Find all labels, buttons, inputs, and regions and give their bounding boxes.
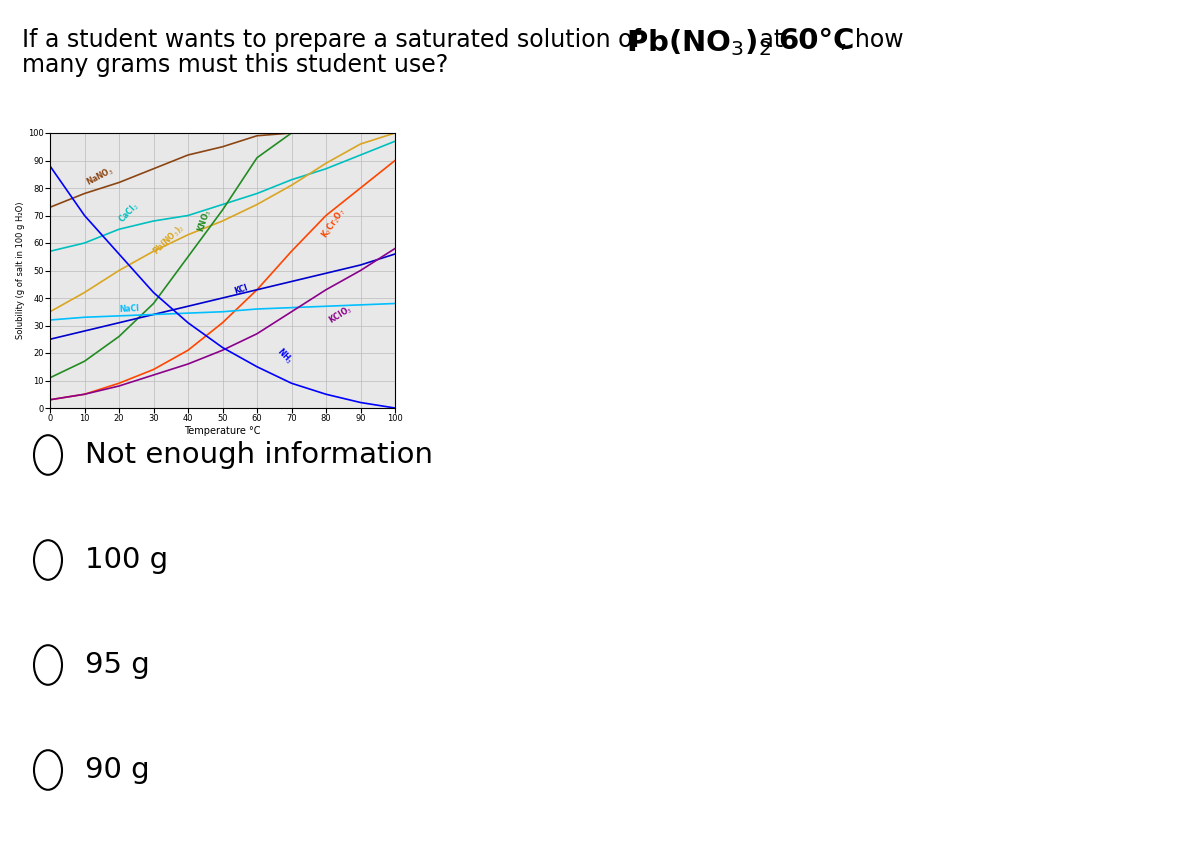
Text: NaNO$_3$: NaNO$_3$ [84,165,116,189]
Text: KClO$_3$: KClO$_3$ [326,302,354,327]
Text: If a student wants to prepare a saturated solution of: If a student wants to prepare a saturate… [22,28,648,52]
Text: Pb(NO$_3$)$_2$: Pb(NO$_3$)$_2$ [150,222,187,258]
Text: 90 g: 90 g [85,756,150,784]
X-axis label: Temperature °C: Temperature °C [185,426,260,436]
Text: KCl: KCl [233,284,248,296]
Text: Pb(NO$_3$)$_2$: Pb(NO$_3$)$_2$ [626,27,772,58]
Text: 95 g: 95 g [85,651,150,679]
Text: Not enough information: Not enough information [85,441,433,469]
Text: KNO$_3$: KNO$_3$ [194,208,214,234]
Text: , how: , how [840,28,904,52]
Text: 60°C: 60°C [778,27,854,55]
Y-axis label: Solubility (g of salt in 100 g H₂O): Solubility (g of salt in 100 g H₂O) [17,202,25,340]
Text: CaCl$_2$: CaCl$_2$ [115,200,142,226]
Text: 100 g: 100 g [85,546,168,574]
Text: at: at [752,28,791,52]
Text: NaCl: NaCl [119,304,139,314]
Text: many grams must this student use?: many grams must this student use? [22,53,449,77]
Text: K$_2$Cr$_2$O$_7$: K$_2$Cr$_2$O$_7$ [319,206,349,241]
Text: NH$_3$: NH$_3$ [275,345,295,367]
